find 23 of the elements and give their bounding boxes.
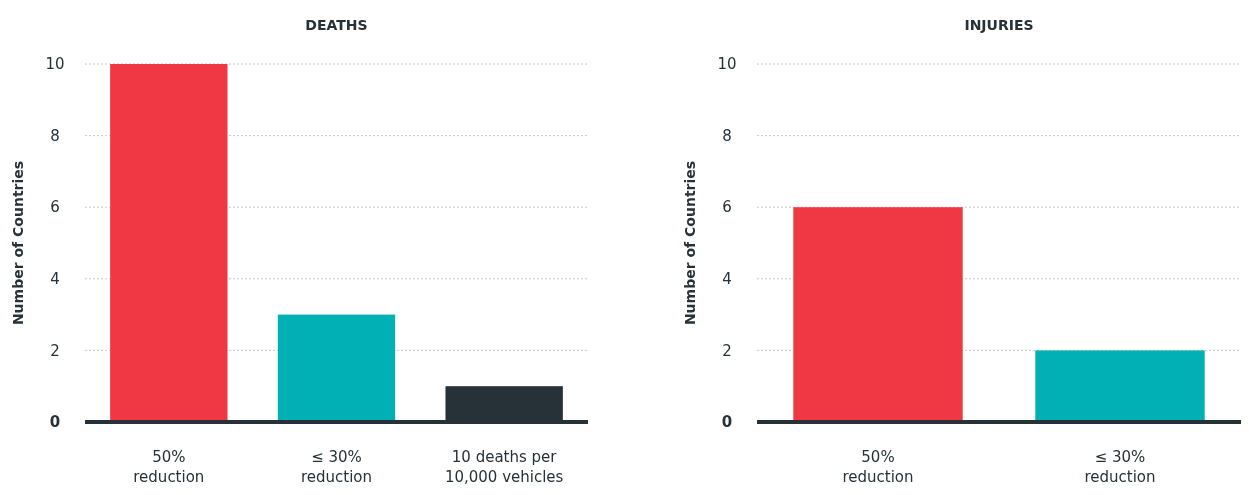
y-tick-label: 0 <box>49 413 61 432</box>
y-tick-label: 10 <box>45 55 65 74</box>
y-tick-label: 8 <box>722 126 732 145</box>
y-tick-label: 4 <box>50 270 60 289</box>
y-tick-label: 10 <box>717 55 737 74</box>
bar <box>110 64 228 422</box>
x-tick-label: ≤ 30% reduction <box>300 448 373 486</box>
chart-title: DEATHS <box>305 17 368 33</box>
y-tick-label: 8 <box>50 126 60 145</box>
y-tick-label: 6 <box>50 198 60 217</box>
x-tick-label: ≤ 30% reduction <box>1084 448 1156 486</box>
y-tick-label: 6 <box>722 198 732 217</box>
y-tick-label: 2 <box>722 341 732 360</box>
bar <box>277 314 396 422</box>
y-tick-label: 4 <box>722 270 732 289</box>
y-axis-title: Number of Countries <box>682 160 698 326</box>
y-tick-label: 0 <box>721 413 733 432</box>
y-tick-label: 2 <box>50 341 60 360</box>
chart-title: INJURIES <box>964 17 1034 33</box>
x-tick-label: 50% reduction <box>842 448 914 486</box>
x-tick-label: 10 deaths per 10,000 vehicles <box>444 448 564 486</box>
y-axis-title: Number of Countries <box>10 160 26 326</box>
x-tick-label: 50% reduction <box>133 448 205 486</box>
